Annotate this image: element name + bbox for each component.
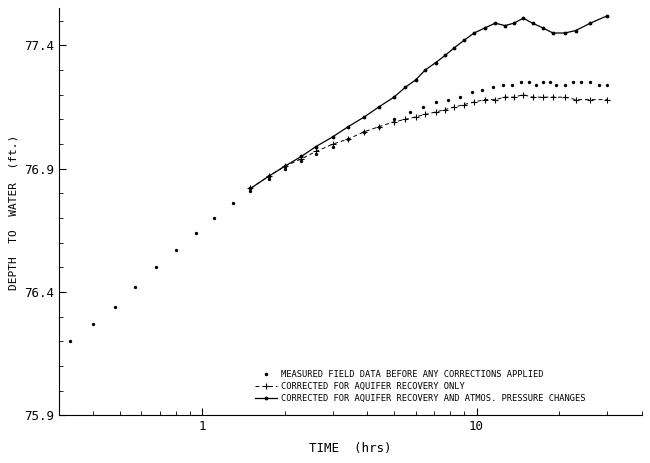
X-axis label: TIME  (hrs): TIME (hrs) xyxy=(309,442,391,455)
Legend: MEASURED FIELD DATA BEFORE ANY CORRECTIONS APPLIED, CORRECTED FOR AQUIFER RECOVE: MEASURED FIELD DATA BEFORE ANY CORRECTIO… xyxy=(255,370,586,403)
Y-axis label: DEPTH  TO  WATER  (ft.): DEPTH TO WATER (ft.) xyxy=(8,134,18,289)
